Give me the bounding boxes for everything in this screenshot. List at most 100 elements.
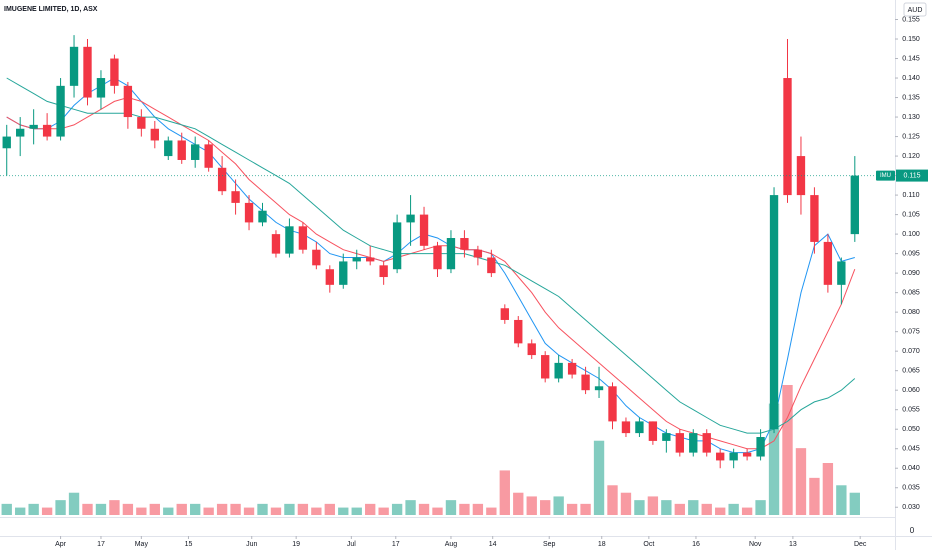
volume-bar xyxy=(741,507,753,515)
x-tick-label: 17 xyxy=(392,541,400,548)
volume-bar xyxy=(486,507,497,515)
y-tick-label: 0.070 xyxy=(902,348,920,355)
candle-body xyxy=(366,257,375,262)
volume-bar xyxy=(849,492,860,515)
candle-body xyxy=(581,374,590,391)
y-tick-label: 0.050 xyxy=(902,426,920,433)
volume-bar xyxy=(513,492,524,515)
y-tick-label: 0.080 xyxy=(902,309,920,316)
volume-bar xyxy=(553,496,564,515)
last-price-tag xyxy=(896,169,928,182)
volume-bar xyxy=(297,503,309,515)
candle-body xyxy=(433,245,442,270)
currency-label[interactable]: AUD xyxy=(908,7,923,14)
candle-body xyxy=(608,386,617,422)
candle-body xyxy=(2,136,11,149)
x-tick-label: Apr xyxy=(55,541,67,548)
plot: 0.030 0.035 0.040 0.045 0.050 0.055 0.060 0.065… xyxy=(0,16,928,548)
last-price-label: 0.115 xyxy=(904,172,921,179)
volume-bar xyxy=(230,503,241,515)
candle-body xyxy=(285,226,294,254)
candle-body xyxy=(756,437,765,457)
volume-bar xyxy=(136,507,147,515)
x-tick-label: Dec xyxy=(854,541,867,548)
candle-body xyxy=(56,85,65,137)
volume-bar xyxy=(701,503,712,515)
y-tick-label: 0.155 xyxy=(902,16,920,23)
x-tick-label: 13 xyxy=(789,541,797,548)
candle-body xyxy=(110,58,119,86)
x-tick-label: Aug xyxy=(445,541,458,548)
candle-body xyxy=(823,241,833,285)
candle-body xyxy=(675,433,684,453)
candle-body xyxy=(837,261,846,285)
y-tick-label: 0.145 xyxy=(902,55,920,62)
candle-body xyxy=(473,249,483,258)
x-tick-label: Oct xyxy=(643,541,654,548)
volume-bar xyxy=(795,448,807,515)
candle-body xyxy=(325,269,334,285)
candle-body xyxy=(810,195,819,242)
volume-bar xyxy=(324,503,335,515)
symbol-label: IMU xyxy=(880,173,891,179)
volume-bar xyxy=(284,503,295,515)
y-tick-label: 0.135 xyxy=(902,94,920,101)
y-tick-label: 0.110 xyxy=(903,192,920,199)
volume-bar xyxy=(257,503,268,515)
volume-bar xyxy=(15,507,26,515)
candle-body xyxy=(339,261,348,285)
y-tick-label: 0.085 xyxy=(902,289,920,296)
y-tick-label: 0.065 xyxy=(902,368,920,375)
candle-body xyxy=(689,433,698,453)
currency-box[interactable] xyxy=(903,2,927,17)
volume-bar xyxy=(405,500,416,515)
volume-bar xyxy=(311,507,322,515)
candle-body xyxy=(769,195,779,430)
volume-bar xyxy=(688,500,699,515)
candle-body xyxy=(69,46,79,86)
volume-bar xyxy=(216,503,228,515)
x-tick-label: Sep xyxy=(543,541,556,548)
volume-bar xyxy=(82,503,93,515)
candle-body xyxy=(729,452,738,461)
candle-body xyxy=(527,343,536,356)
candle-body xyxy=(742,452,752,457)
y-tick-label: 0.120 xyxy=(902,153,920,160)
candle-body xyxy=(783,78,792,196)
candle-body xyxy=(392,222,402,270)
volume-bar xyxy=(351,507,362,515)
y-tick-label: 0.150 xyxy=(902,36,920,43)
candle-body xyxy=(716,452,725,461)
candle-body xyxy=(231,191,240,203)
volume-bar xyxy=(243,507,255,515)
x-tick-label: May xyxy=(135,541,149,548)
volume-bar xyxy=(28,503,39,515)
candle-body xyxy=(298,226,308,250)
candle-body xyxy=(541,355,550,379)
volume-bar xyxy=(661,500,672,515)
candle-body xyxy=(258,210,267,223)
candle-body xyxy=(29,124,38,129)
x-tick-label: 14 xyxy=(489,541,497,548)
candle-body xyxy=(406,214,415,223)
volume-bar xyxy=(432,507,443,515)
candle-body xyxy=(16,128,25,137)
moving-average xyxy=(6,77,855,454)
candle-body xyxy=(702,433,711,453)
volume-bar xyxy=(580,503,591,515)
y-tick-label: 0.030 xyxy=(902,504,920,511)
volume-bar xyxy=(540,500,551,515)
volume-bar xyxy=(836,485,847,515)
volume-bar xyxy=(378,507,389,515)
symbol-tag xyxy=(876,170,895,181)
x-tick-label: Jun xyxy=(246,541,257,548)
volume-bar xyxy=(68,492,80,515)
volume-bar xyxy=(499,470,510,515)
candle-body xyxy=(150,128,159,141)
candle-body xyxy=(164,140,173,157)
candle-body xyxy=(648,421,658,441)
volume-bar xyxy=(809,477,820,515)
y-tick-label: 0.060 xyxy=(902,387,920,394)
x-tick-label: 17 xyxy=(97,541,105,548)
